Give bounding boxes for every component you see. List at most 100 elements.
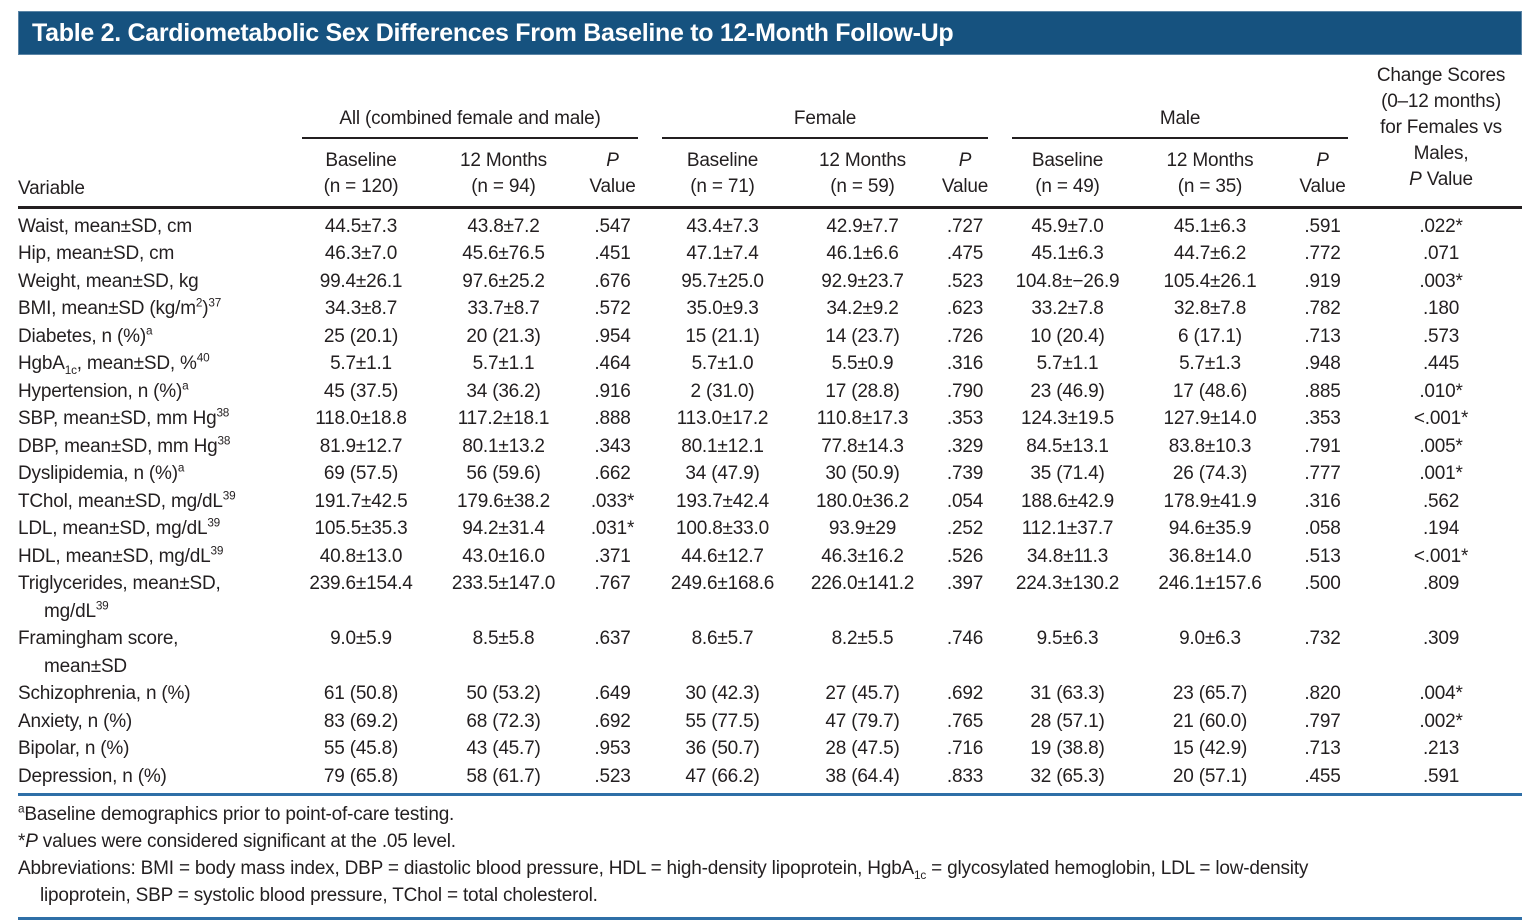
table-cell: 224.3±130.2: [1015, 573, 1120, 594]
table-cell: .573: [1422, 325, 1460, 347]
table-cell: .526: [946, 545, 984, 567]
table-cell: 34.3±8.7: [324, 298, 398, 319]
table-cell: .791: [1304, 435, 1341, 457]
table-cell: 33.7±8.7: [467, 298, 540, 319]
table-cell: 110.8±17.3: [816, 408, 909, 429]
table-title-bar: Table 2. Cardiometabolic Sex Differences…: [18, 11, 1522, 55]
table-cell: 105.4±26.1: [1163, 270, 1257, 292]
table-cell: 179.6±38.2: [457, 490, 550, 512]
table-cell: 79 (65.8): [323, 765, 399, 787]
table-cell: 178.9±41.9: [1163, 490, 1257, 512]
table-cell: 118.0±18.8: [315, 408, 407, 429]
table-cell: 25 (20.1): [323, 325, 399, 347]
table-cell: 56 (59.6): [466, 463, 541, 484]
table-cell: 100.8±33.0: [676, 518, 769, 539]
table-cell: 246.1±157.6: [1158, 573, 1262, 594]
group-header: Female: [650, 61, 1000, 139]
table-cell: .767: [594, 573, 631, 594]
table-cell: 93.9±29: [828, 518, 897, 539]
table-row: Triglycerides, mean±SD, mg/dL39 239.6±154.…: [18, 570, 1522, 625]
table-cell: 23 (65.7): [1172, 683, 1248, 704]
table-cell: .003*: [1419, 270, 1463, 292]
table-cell: 5.5±0.9: [831, 353, 894, 374]
table-cell: 44.7±6.2: [1173, 243, 1247, 264]
footnote: Abbreviations: BMI = body mass index, DB…: [18, 858, 1309, 906]
table-row: Hip, mean±SD, cm 46.3±7.0 45.6±76.5 .451 47.…: [18, 240, 1522, 268]
table-cell: .739: [946, 463, 984, 484]
table-cell: 69 (57.5): [323, 463, 399, 484]
table-cell: 35.0±9.3: [686, 298, 759, 319]
table-cell: .547: [594, 215, 631, 237]
table-cell: 36 (50.7): [685, 738, 760, 759]
footnote: *P values were considered significant at…: [18, 831, 456, 852]
table-cell: 239.6±154.4: [309, 573, 413, 594]
table-cell: .475: [946, 243, 984, 264]
table-cell: 80.1±13.2: [462, 435, 545, 457]
table-cell: .797: [1304, 710, 1341, 732]
column-header: 12 Months (n = 59): [819, 149, 906, 197]
group-header: Male: [1000, 61, 1360, 139]
table-cell: .919: [1304, 270, 1341, 292]
table-cell: 77.8±14.3: [821, 435, 904, 457]
column-header: P Value: [941, 149, 989, 197]
variable-column-header: Variable: [18, 177, 85, 199]
table-cell: .464: [594, 353, 631, 374]
table-row: Bipolar, n (%) 55 (45.8) 43 (45.7) .953 36 (…: [18, 735, 1522, 763]
table-cell: 44.5±7.3: [324, 215, 398, 237]
column-header: Baseline (n = 120): [323, 149, 399, 197]
table-cell: 8.6±5.7: [691, 628, 754, 649]
table-cell: 20 (57.1): [1172, 765, 1248, 787]
table-cell: .397: [946, 573, 984, 594]
table-cell: 226.0±141.2: [810, 573, 915, 594]
row-label: TChol, mean±SD, mg/dL39: [18, 489, 236, 512]
column-header: Baseline (n = 71): [686, 149, 759, 197]
table-cell: 55 (77.5): [685, 710, 760, 732]
table-cell: .885: [1304, 380, 1341, 402]
table-cell: .180: [1422, 298, 1460, 319]
table-cell: 45.1±6.3: [1031, 243, 1104, 264]
table-cell: .004*: [1419, 683, 1463, 704]
column-header: 12 Months (n = 94): [460, 149, 547, 197]
table-cell: 42.9±7.7: [826, 215, 899, 237]
table-cell: 5.7±1.3: [1179, 353, 1241, 374]
table-cell: 99.4±26.1: [319, 270, 403, 292]
row-label: Hypertension, n (%)a: [18, 379, 189, 402]
row-label: Bipolar, n (%): [18, 738, 130, 759]
table-cell: .010*: [1419, 380, 1463, 402]
column-header: P Value: [589, 149, 636, 197]
table-cell: 32 (65.3): [1030, 765, 1105, 787]
table-cell: .765: [946, 710, 984, 732]
table-row: Dyslipidemia, n (%)a 69 (57.5) 56 (59.6) .6…: [18, 460, 1522, 488]
table-row: HDL, mean±SD, mg/dL39 40.8±13.0 43.0±16.0.…: [18, 543, 1522, 571]
table-cell: 27 (45.7): [825, 683, 900, 704]
table-cell: 10 (20.4): [1030, 325, 1105, 347]
table-row: Depression, n (%) 79 (65.8) 58 (61.7) .523 4…: [18, 763, 1522, 795]
table-cell: .500: [1304, 573, 1341, 594]
table-cell: 233.5±147.0: [451, 573, 556, 594]
table-row: Framingham score, mean±SD 9.0±5.9 8.5±5.8 .6…: [18, 625, 1522, 680]
table-cell: 47 (79.7): [825, 710, 900, 732]
table-cell: 28 (47.5): [825, 738, 900, 759]
table-cell: .676: [594, 270, 631, 292]
table-cell: .513: [1304, 545, 1341, 567]
table-cell: 45.9±7.0: [1031, 215, 1104, 237]
table-cell: .716: [946, 738, 984, 759]
table-row: Waist, mean±SD, cm 44.5±7.3 43.8±7.2 .547 43…: [18, 207, 1522, 240]
table-cell: 5.7±1.1: [330, 353, 392, 374]
table-cell: .001*: [1419, 463, 1463, 484]
table-cell: <.001*: [1413, 408, 1469, 429]
table-cell: 17 (28.8): [825, 380, 900, 402]
table-cell: .353: [946, 408, 984, 429]
table-cell: .713: [1304, 325, 1341, 347]
table-cell: 5.7±1.0: [691, 353, 754, 374]
table-cell: .637: [594, 628, 631, 649]
table-cell: 35 (71.4): [1030, 463, 1105, 484]
table-cell: .732: [1304, 628, 1341, 649]
table-cell: 124.3±19.5: [1021, 408, 1114, 429]
row-label: Waist, mean±SD, cm: [18, 215, 192, 237]
table-body: Waist, mean±SD, cm 44.5±7.3 43.8±7.2 .547 43…: [18, 207, 1523, 795]
table-cell: 20 (21.3): [466, 325, 541, 347]
table-cell: 43.4±7.3: [686, 215, 759, 237]
table-cell: 47.1±7.4: [686, 243, 759, 264]
table-cell: 40.8±13.0: [319, 545, 403, 567]
